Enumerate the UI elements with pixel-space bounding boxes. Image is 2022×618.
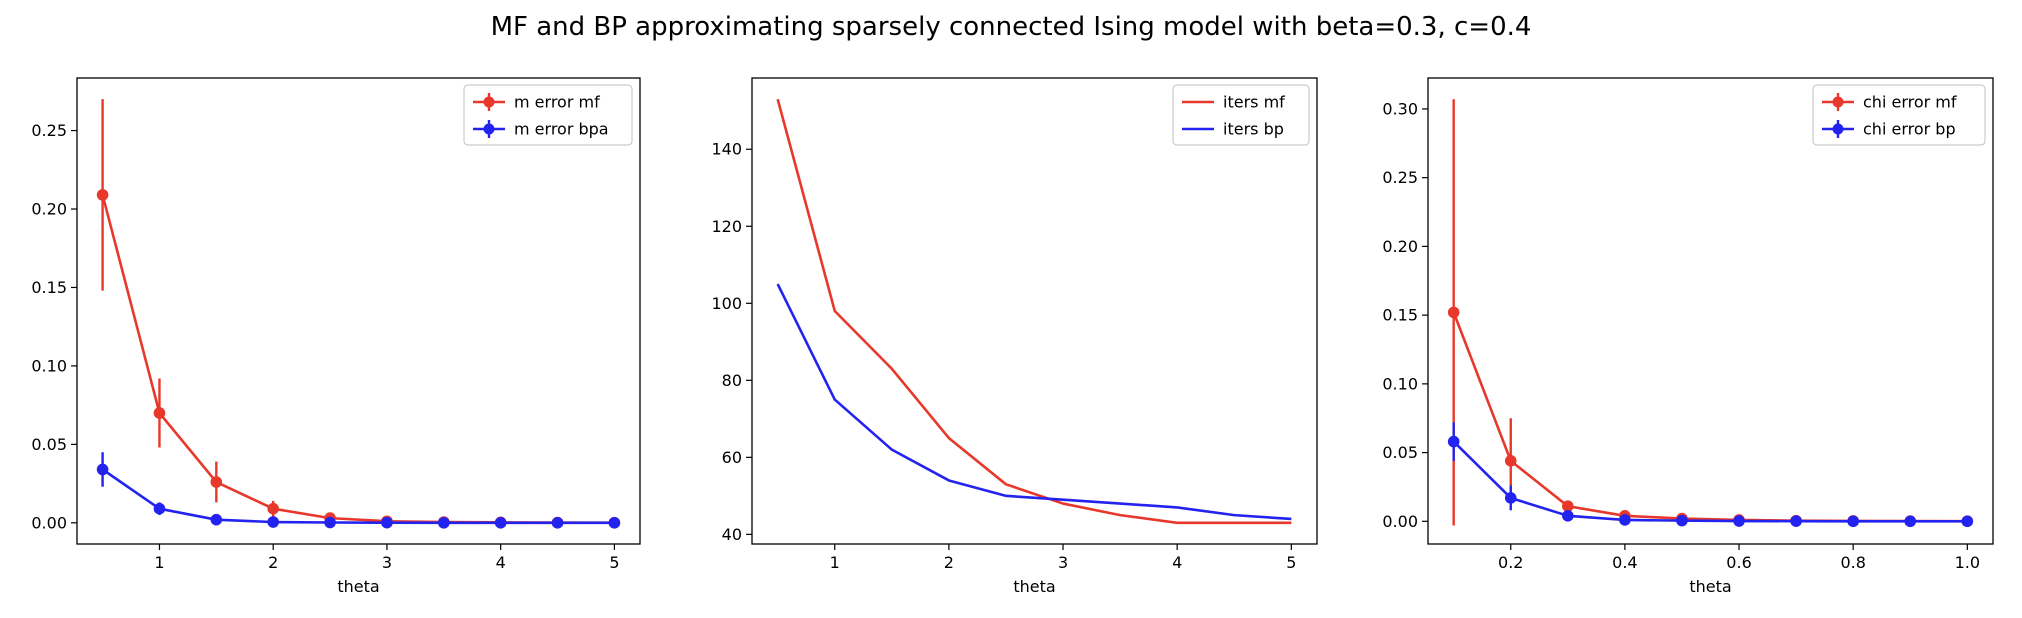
- legend: m error mf m error bpa: [463, 84, 633, 146]
- plot-panel-2: 1 2 3 4 5 40 60 80 100 120 140 theta iters mf iters b…: [711, 77, 1318, 596]
- legend-label: iters mf: [1223, 93, 1285, 112]
- data-point: [210, 476, 223, 488]
- series-2: [1447, 422, 1974, 528]
- data-point: [381, 516, 393, 529]
- data-point: [438, 517, 450, 529]
- x-tick-label: 1: [154, 553, 164, 572]
- x-tick-label: 2: [268, 553, 278, 572]
- plot-panel-3: 0.2 0.4 0.6 0.8 1.0 0.00 0.05 0.10 0.15 0.20 0.25 0…: [1382, 77, 1994, 596]
- x-tick-label: 1: [830, 553, 840, 572]
- series-line: [776, 98, 1292, 525]
- data-point: [1562, 510, 1574, 522]
- legend-label: m error bpa: [514, 120, 609, 139]
- data-point: [1904, 515, 1917, 528]
- data-point: [153, 407, 166, 419]
- data-point: [96, 189, 109, 201]
- y-tick-label: 0.15: [31, 278, 67, 297]
- legend-label: chi error bp: [1863, 120, 1956, 139]
- x-tick-label: 5: [609, 553, 619, 572]
- x-axis-label: theta: [337, 577, 379, 596]
- series-2: [776, 283, 1292, 521]
- x-tick-label: 0.8: [1840, 553, 1865, 572]
- series-1: [776, 98, 1292, 525]
- y-tick-label: 0.25: [1382, 168, 1418, 187]
- x-tick-label: 0.4: [1612, 553, 1637, 572]
- y-tick-label: 0.10: [1382, 374, 1418, 393]
- y-tick-label: 60: [722, 448, 742, 467]
- data-point: [324, 516, 336, 529]
- y-tick-label: 100: [711, 294, 742, 313]
- y-tick-label: 0.20: [1382, 237, 1418, 256]
- legend: iters mf iters bp: [1172, 84, 1310, 146]
- x-tick-label: 4: [1172, 553, 1182, 572]
- series-2: [96, 452, 621, 529]
- data-point: [494, 517, 507, 529]
- series-line: [776, 283, 1292, 521]
- y-tick-label: 0.00: [1382, 512, 1418, 531]
- plot-panel-1: 1 2 3 4 5 0.00 0.05 0.10 0.15 0.20 0.25 theta m erro…: [31, 77, 641, 596]
- y-tick-label: 80: [722, 371, 742, 390]
- data-point: [1447, 306, 1460, 319]
- figure-title: MF and BP approximating sparsely connect…: [490, 12, 1532, 42]
- data-point: [267, 502, 279, 515]
- legend: chi error mf chi error bp: [1812, 84, 1986, 146]
- axes-frame: [1427, 77, 1994, 545]
- legend-label: chi error mf: [1863, 93, 1957, 112]
- legend-label: m error mf: [514, 93, 600, 112]
- data-point: [608, 517, 621, 529]
- x-axis-label: theta: [1013, 577, 1055, 596]
- data-point: [1562, 500, 1574, 512]
- data-point: [1961, 515, 1974, 528]
- y-tick-label: 0.05: [1382, 443, 1418, 462]
- series-1: [96, 99, 621, 529]
- x-tick-label: 0.6: [1726, 553, 1751, 572]
- data-point: [210, 513, 223, 526]
- data-point: [153, 502, 166, 515]
- x-tick-label: 4: [496, 553, 506, 572]
- x-tick-label: 5: [1286, 553, 1296, 572]
- y-tick-label: 0.10: [31, 356, 67, 375]
- series-line: [1452, 440, 1968, 523]
- data-point: [1619, 514, 1631, 526]
- y-tick-label: 0.20: [31, 200, 67, 219]
- y-tick-label: 140: [711, 140, 742, 159]
- axes-frame: [751, 77, 1318, 545]
- legend-label: iters bp: [1223, 120, 1284, 139]
- x-tick-label: 3: [382, 553, 392, 572]
- legend-box: [1812, 84, 1986, 146]
- data-point: [1676, 514, 1688, 527]
- data-point: [1447, 435, 1460, 448]
- x-tick-label: 2: [944, 553, 954, 572]
- data-point: [1790, 515, 1802, 527]
- x-tick-label: 3: [1058, 553, 1068, 572]
- y-tick-label: 120: [711, 217, 742, 236]
- figure-title-wrap: MF and BP approximating sparsely connect…: [0, 12, 2022, 42]
- y-tick-label: 40: [722, 525, 742, 544]
- y-tick-label: 0.05: [31, 435, 67, 454]
- y-tick-label: 0.00: [31, 513, 67, 532]
- axes-frame: [76, 77, 641, 545]
- series-line: [101, 468, 615, 525]
- x-tick-label: 1.0: [1955, 553, 1980, 572]
- x-axis-label: theta: [1689, 577, 1731, 596]
- y-tick-label: 0.30: [1382, 99, 1418, 118]
- y-tick-label: 0.15: [1382, 306, 1418, 325]
- legend-box: [463, 84, 633, 146]
- data-point: [1733, 515, 1745, 527]
- data-point: [1847, 515, 1859, 528]
- series-1: [1447, 99, 1974, 527]
- data-point: [96, 463, 109, 476]
- data-point: [267, 516, 279, 528]
- x-tick-label: 0.2: [1498, 553, 1523, 572]
- series-line: [101, 194, 615, 524]
- data-point: [1504, 492, 1517, 504]
- series-line: [1452, 311, 1968, 523]
- y-tick-label: 0.25: [31, 121, 67, 140]
- data-point: [551, 517, 564, 529]
- data-point: [1504, 455, 1517, 467]
